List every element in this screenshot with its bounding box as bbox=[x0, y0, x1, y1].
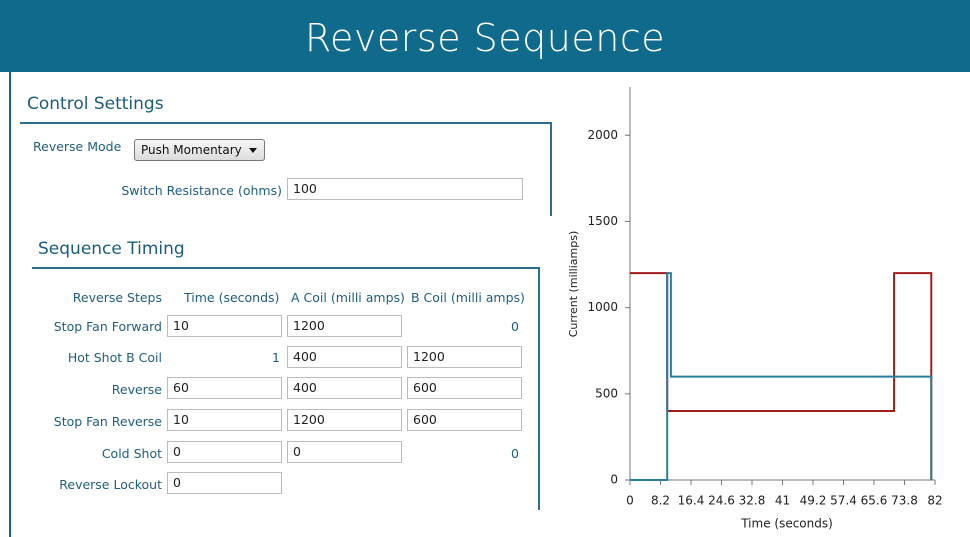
static-value: 0 bbox=[511, 446, 519, 461]
text-input[interactable]: 10 bbox=[167, 409, 282, 431]
y-tick-label: 2000 bbox=[587, 128, 618, 142]
x-tick-label: 73.8 bbox=[891, 494, 918, 508]
text-input[interactable]: 10 bbox=[167, 315, 282, 337]
row-label: Stop Fan Forward bbox=[53, 319, 162, 334]
x-tick-label: 32.8 bbox=[739, 494, 766, 508]
y-axis-label: Current (milliamps) bbox=[567, 231, 580, 338]
dropdown[interactable]: Push Momentary bbox=[134, 139, 265, 161]
text-input[interactable]: 1200 bbox=[287, 315, 402, 337]
panel-border bbox=[20, 122, 552, 124]
row-label: Stop Fan Reverse bbox=[53, 414, 162, 429]
panel-border bbox=[550, 122, 552, 216]
column-header: B Coil (milli amps) bbox=[411, 290, 525, 305]
column-header: Reverse Steps bbox=[72, 290, 162, 305]
x-tick-label: 57.4 bbox=[830, 494, 857, 508]
text-input[interactable]: 60 bbox=[167, 377, 282, 399]
y-tick-label: 1500 bbox=[587, 214, 618, 228]
panel-title: Sequence Timing bbox=[38, 239, 185, 259]
x-tick-label: 0 bbox=[626, 494, 634, 508]
row-label: Reverse bbox=[111, 382, 162, 397]
data-line bbox=[630, 272, 933, 481]
text-input[interactable]: 0 bbox=[167, 441, 282, 463]
frame-border bbox=[9, 72, 11, 537]
x-tick-label: 24.6 bbox=[708, 494, 735, 508]
field-label: Reverse Mode bbox=[33, 139, 122, 154]
row-label: Reverse Lockout bbox=[59, 477, 162, 492]
x-tick-label: 41 bbox=[775, 494, 790, 508]
text-input[interactable]: 600 bbox=[407, 377, 522, 399]
y-tick-label: 0 bbox=[610, 473, 618, 487]
column-header: Time (seconds) bbox=[184, 290, 280, 305]
y-tick-label: 500 bbox=[595, 386, 618, 400]
field-label: Switch Resistance (ohms) bbox=[121, 183, 282, 198]
text-input[interactable]: 600 bbox=[407, 409, 522, 431]
x-tick-label: 65.6 bbox=[861, 494, 888, 508]
x-tick-label: 16.4 bbox=[678, 494, 705, 508]
text-input[interactable]: 0 bbox=[167, 472, 282, 494]
static-value: 0 bbox=[511, 319, 519, 334]
x-tick-label: 8.2 bbox=[651, 494, 670, 508]
text-input[interactable]: 0 bbox=[287, 441, 402, 463]
panel-border bbox=[32, 267, 540, 269]
row-label: Hot Shot B Coil bbox=[67, 350, 162, 365]
text-input[interactable]: 400 bbox=[287, 346, 402, 368]
text-input[interactable]: 100 bbox=[287, 178, 523, 200]
panel-border bbox=[538, 267, 540, 510]
text-input[interactable]: 1200 bbox=[407, 346, 522, 368]
x-axis-label: Time (seconds) bbox=[740, 517, 833, 531]
y-tick-label: 1000 bbox=[587, 300, 618, 314]
header-title: Reverse Sequence bbox=[0, 0, 970, 72]
x-tick-label: 49.2 bbox=[800, 494, 827, 508]
text-input[interactable]: 400 bbox=[287, 377, 402, 399]
column-header: A Coil (milli amps) bbox=[291, 290, 405, 305]
static-value: 1 bbox=[272, 350, 280, 365]
panel-title: Control Settings bbox=[27, 94, 164, 114]
row-label: Cold Shot bbox=[101, 446, 162, 461]
x-tick-label: 82 bbox=[927, 494, 942, 508]
text-input[interactable]: 1200 bbox=[287, 409, 402, 431]
